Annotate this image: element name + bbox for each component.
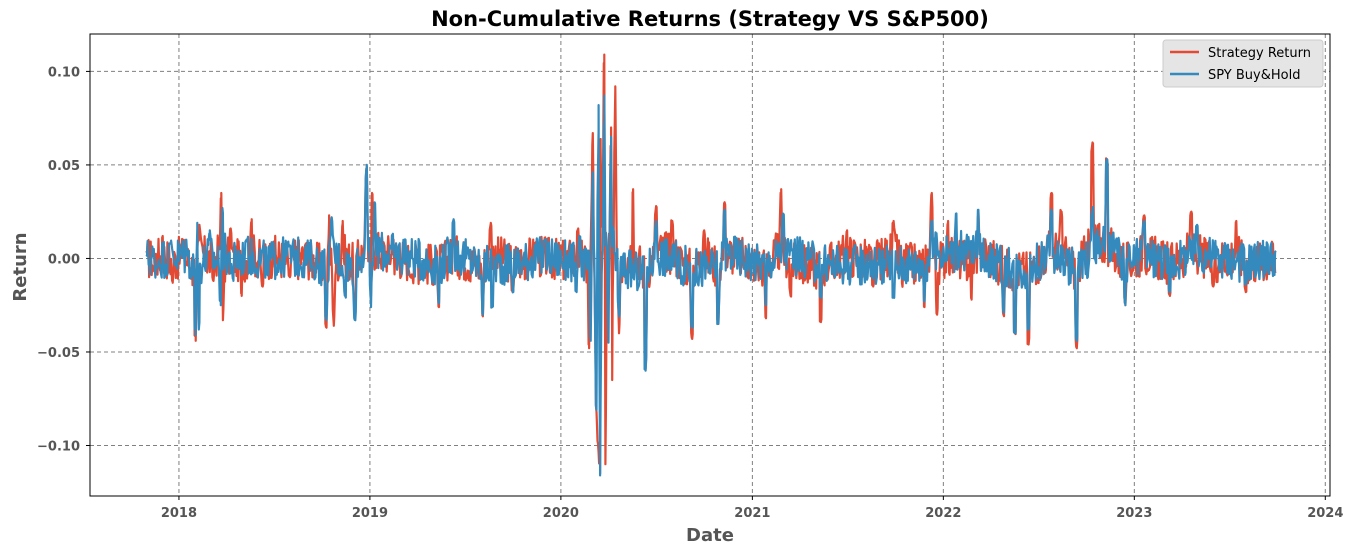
legend-box <box>1162 39 1324 88</box>
series-line-0 <box>145 53 1277 475</box>
x-tick-label: 2022 <box>925 506 961 521</box>
plot-frame <box>89 33 1331 497</box>
x-axis-label: Date <box>686 525 734 546</box>
legend: Strategy Return SPY Buy&Hold <box>1162 39 1324 88</box>
legend-label-spy: SPY Buy&Hold <box>1208 68 1300 83</box>
legend-label-strategy: Strategy Return <box>1208 46 1311 61</box>
x-tick-label: 2018 <box>161 506 197 521</box>
x-tick-label: 2024 <box>1307 506 1343 521</box>
y-tick-label: −0.10 <box>37 439 80 454</box>
chart-title: Non-Cumulative Returns (Strategy VS S&P5… <box>431 7 989 31</box>
y-tick-label: 0.10 <box>48 65 80 80</box>
x-tick-label: 2021 <box>734 506 770 521</box>
series-lines <box>145 53 1277 477</box>
axis-ticks: 2018 2019 2020 2021 2022 2023 2024 0.10 0.05 0.00… <box>37 65 1343 521</box>
x-tick-label: 2023 <box>1116 506 1152 521</box>
series-line-1 <box>145 94 1277 477</box>
x-tick-label: 2019 <box>352 506 388 521</box>
y-tick-label: −0.05 <box>37 346 80 361</box>
y-axis-label: Return <box>10 232 31 301</box>
y-tick-label: 0.00 <box>48 252 80 267</box>
y-tick-label: 0.05 <box>48 159 80 174</box>
x-tick-label: 2020 <box>543 506 579 521</box>
